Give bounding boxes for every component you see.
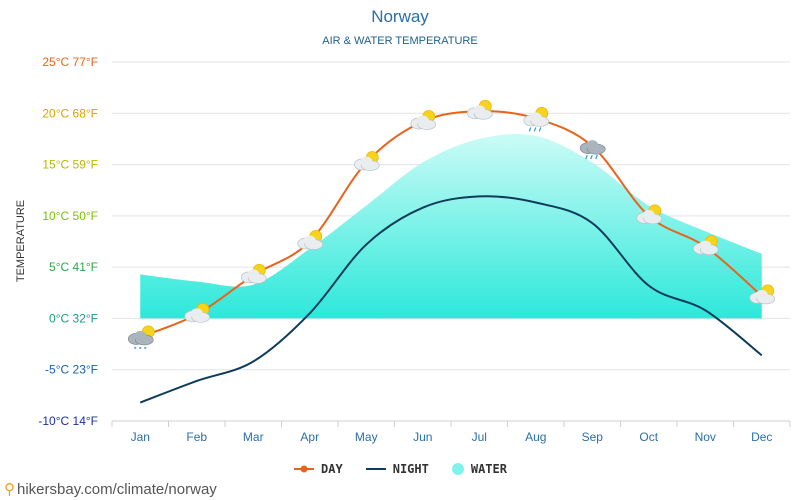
x-tick-label: Nov — [695, 430, 716, 444]
chart-legend: DAY NIGHT WATER — [0, 462, 800, 476]
partly-cloudy-icon — [184, 302, 211, 323]
legend-night-marker — [365, 468, 386, 470]
x-tick-label: May — [355, 430, 378, 444]
sunny-cloud-icon — [353, 151, 380, 171]
sunny-cloud-icon — [692, 235, 719, 255]
x-tick-label: Feb — [186, 430, 207, 444]
legend-night-label: NIGHT — [392, 462, 429, 476]
x-tick-label: Apr — [300, 430, 319, 444]
x-tick-label: Jul — [472, 430, 487, 444]
y-axis-ticks: 25°C 77°F 20°C 68°F 15°C 59°F 10°C 50°F 5°C … — [38, 55, 98, 428]
temperature-chart: 25°C 77°F 20°C 68°F 15°C 59°F 10°C 50°F 5°C … — [15, 55, 791, 444]
night-line — [139, 195, 763, 404]
y-axis-label: TEMPERATURE — [15, 200, 27, 282]
x-tick-label: Mar — [243, 430, 264, 444]
y-tick-label: 15°C 59°F — [42, 158, 98, 172]
chart-subtitle: AIR & WATER TEMPERATURE — [322, 35, 478, 47]
sunny-cloud-icon — [749, 284, 776, 305]
rain-icon — [579, 140, 606, 160]
sunny-cloud-icon — [636, 204, 663, 225]
rain-sun-icon — [523, 107, 550, 132]
location-pin-icon: ⚲ — [4, 481, 15, 498]
chart-title: Norway — [371, 7, 429, 26]
x-axis-ticks: Jan Feb Mar Apr May Jun Jul Aug Sep Oct Nov Dec — [131, 430, 773, 444]
sunny-cloud-icon — [240, 263, 267, 284]
y-tick-label: -10°C 14°F — [38, 414, 98, 428]
water-area-layer — [140, 133, 762, 319]
legend-water-label: WATER — [470, 462, 507, 476]
water-area — [140, 133, 762, 319]
legend-water[interactable]: WATER — [451, 462, 507, 476]
legend-water-marker — [451, 463, 464, 475]
footer-link[interactable]: ⚲ hikersbay.com/climate/norway — [4, 480, 217, 499]
x-tick-label: Jun — [413, 430, 432, 444]
y-tick-label: 5°C 41°F — [49, 260, 98, 274]
weather-icons-layer — [127, 99, 776, 350]
sunny-cloud-icon — [466, 99, 493, 120]
footer-text: hikersbay.com/climate/norway — [17, 480, 217, 498]
x-tick-label: Jan — [131, 430, 150, 444]
y-tick-label: -5°C 23°F — [45, 363, 98, 377]
sunny-cloud-icon — [410, 110, 437, 130]
legend-day-label: DAY — [321, 462, 343, 476]
x-tick-label: Aug — [525, 430, 546, 444]
legend-night[interactable]: NIGHT — [365, 462, 429, 476]
snow-icon — [127, 325, 155, 350]
x-tick-label: Oct — [639, 430, 658, 444]
x-tick-label: Sep — [582, 430, 604, 444]
sunny-cloud-icon — [297, 230, 324, 250]
y-tick-label: 10°C 50°F — [42, 209, 98, 223]
y-tick-label: 25°C 77°F — [42, 55, 98, 69]
legend-day[interactable]: DAY — [293, 462, 343, 476]
y-tick-label: 0°C 32°F — [49, 311, 98, 325]
y-tick-label: 20°C 68°F — [42, 106, 98, 120]
legend-day-marker — [294, 465, 315, 473]
x-tick-label: Dec — [751, 430, 772, 444]
